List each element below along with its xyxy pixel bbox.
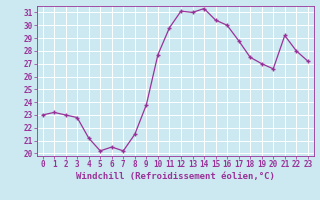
X-axis label: Windchill (Refroidissement éolien,°C): Windchill (Refroidissement éolien,°C) (76, 172, 275, 181)
